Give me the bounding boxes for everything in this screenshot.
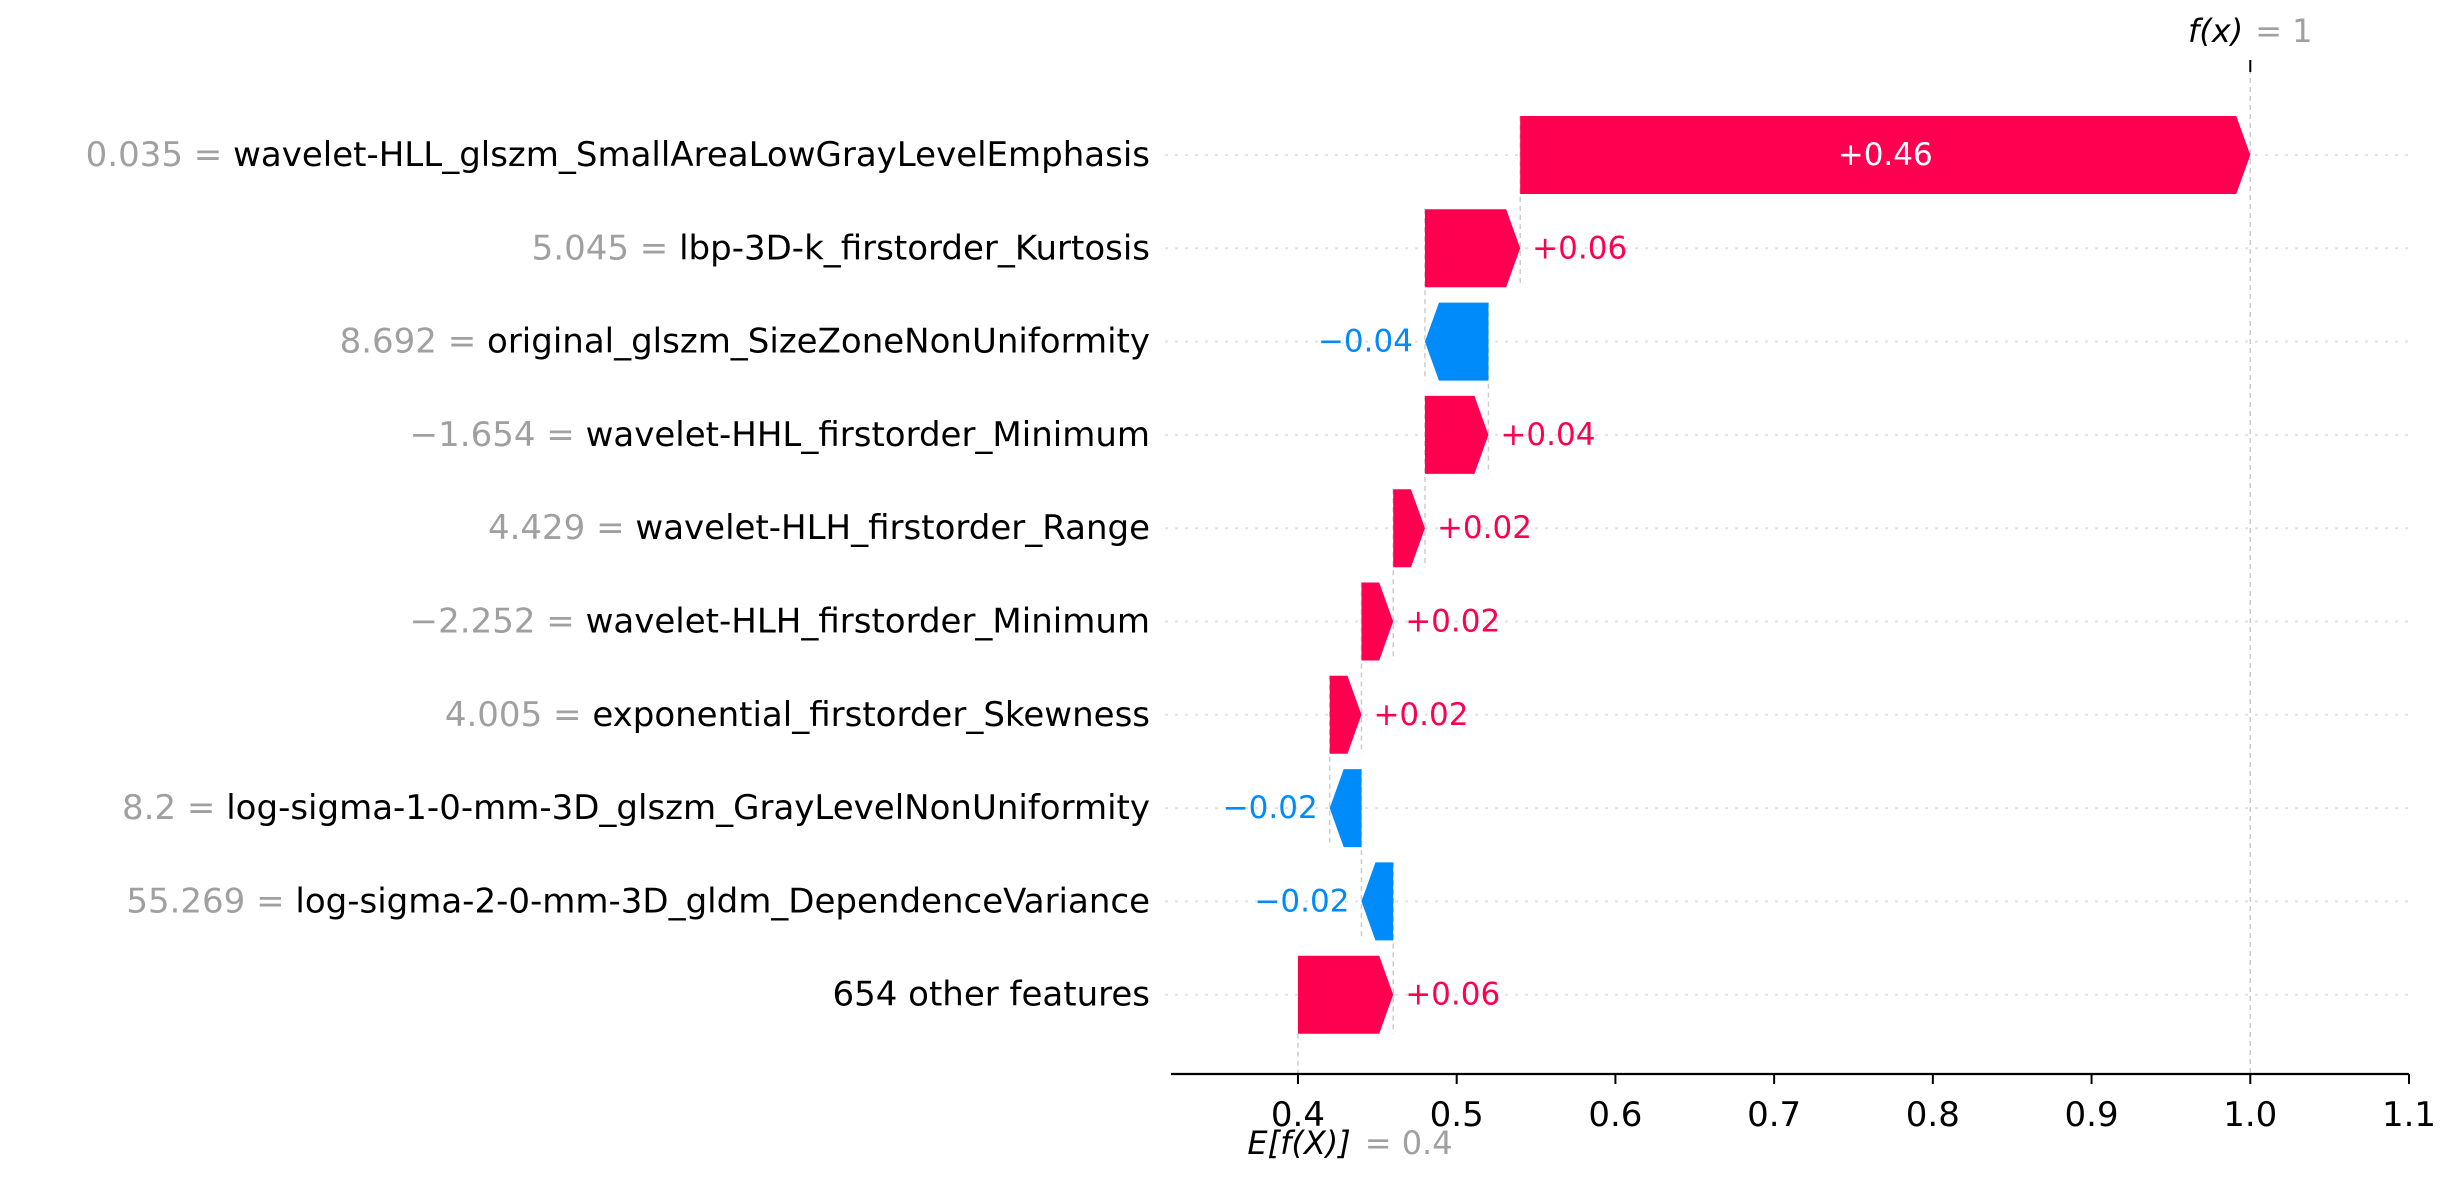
- contribution-label: +0.02: [1373, 697, 1468, 733]
- feature-value: 8.692 =: [340, 322, 487, 362]
- row-gridlines: [1165, 154, 2409, 996]
- feature-name: 654 other features: [832, 975, 1150, 1015]
- feature-value: 4.005 =: [445, 695, 592, 735]
- feature-name: exponential_firstorder_Skewness: [592, 695, 1150, 735]
- contribution-bar: [1393, 489, 1425, 568]
- contribution-bar: [1361, 582, 1394, 661]
- x-tick-label: 0.4: [1271, 1095, 1325, 1135]
- feature-name: wavelet-HLL_glszm_SmallAreaLowGrayLevelE…: [233, 135, 1150, 175]
- feature-value: −1.654 =: [410, 415, 586, 455]
- feature-value: 55.269 =: [126, 881, 295, 921]
- contribution-label: −0.02: [1254, 883, 1349, 919]
- feature-name: lbp-3D-k_firstorder_Kurtosis: [679, 228, 1150, 268]
- feature-label: 0.035 = wavelet-HLL_glszm_SmallAreaLowGr…: [86, 135, 1150, 175]
- feature-name: wavelet-HLH_firstorder_Minimum: [586, 602, 1150, 642]
- feature-label: −2.252 = wavelet-HLH_firstorder_Minimum: [410, 602, 1150, 642]
- feature-label: 4.005 = exponential_firstorder_Skewness: [445, 695, 1150, 735]
- contribution-bar: [1424, 209, 1521, 288]
- contribution-label: +0.06: [1532, 230, 1627, 266]
- contribution-label: −0.04: [1318, 324, 1413, 360]
- feature-value: 4.429 =: [488, 508, 635, 548]
- contribution-label: +0.02: [1437, 510, 1532, 546]
- feature-label: −1.654 = wavelet-HHL_firstorder_Minimum: [410, 415, 1150, 455]
- feature-name: wavelet-HHL_firstorder_Minimum: [586, 415, 1150, 455]
- contribution-bar: [1297, 955, 1394, 1034]
- x-tick-label: 1.1: [2382, 1095, 2436, 1135]
- feature-labels: 0.035 = wavelet-HLL_glszm_SmallAreaLowGr…: [86, 135, 1150, 1015]
- x-tick-label: 0.9: [2065, 1095, 2119, 1135]
- contribution-bars: [1297, 116, 2251, 1034]
- fx-value: = 1: [2255, 12, 2312, 50]
- fx-annotation: f(x) = 1: [2188, 12, 2313, 50]
- feature-value: 8.2 =: [122, 788, 226, 828]
- expected-value: = 0.4: [1365, 1124, 1453, 1162]
- value-annotations: +0.46 +0.06 −0.04 +0.04 +0.02 +0.02 +0.02 −0.02…: [1223, 12, 2313, 1162]
- fx-label: f(x): [2188, 12, 2243, 50]
- contribution-label: +0.46: [1838, 137, 1933, 173]
- x-axis: 0.4 0.5 0.6 0.7 0.8 0.9 1.0 1.1: [1171, 1072, 2436, 1135]
- feature-value: 0.035 =: [86, 135, 233, 175]
- x-tick-label: 1.0: [2223, 1095, 2277, 1135]
- x-tick-label: 0.8: [1906, 1095, 1960, 1135]
- x-tick-label: 0.7: [1747, 1095, 1801, 1135]
- feature-name: log-sigma-2-0-mm-3D_gldm_DependenceVaria…: [295, 881, 1150, 921]
- feature-value: 5.045 =: [532, 228, 679, 268]
- contribution-bar: [1520, 116, 2251, 194]
- feature-label: 5.045 = lbp-3D-k_firstorder_Kurtosis: [532, 228, 1150, 268]
- contribution-bar: [1329, 675, 1362, 754]
- feature-name: original_glszm_SizeZoneNonUniformity: [487, 322, 1150, 362]
- contribution-bar: [1329, 769, 1362, 848]
- feature-value: −2.252 =: [410, 602, 586, 642]
- x-tick-label: 0.6: [1588, 1095, 1642, 1135]
- contribution-label: −0.02: [1223, 790, 1318, 826]
- x-tick-label: 0.5: [1430, 1095, 1484, 1135]
- feature-label: 8.692 = original_glszm_SizeZoneNonUnifor…: [340, 322, 1150, 362]
- feature-label: 8.2 = log-sigma-1-0-mm-3D_glszm_GrayLeve…: [122, 788, 1150, 828]
- contribution-bar: [1361, 862, 1394, 941]
- contribution-bar: [1424, 395, 1489, 474]
- feature-label: 55.269 = log-sigma-2-0-mm-3D_gldm_Depend…: [126, 881, 1150, 921]
- contribution-bar: [1424, 302, 1489, 381]
- contribution-label: +0.04: [1500, 417, 1595, 453]
- feature-name: wavelet-HLH_firstorder_Range: [635, 508, 1150, 548]
- expected-value-annotation: E[f(X)] = 0.4: [1247, 1124, 1452, 1162]
- feature-name: log-sigma-1-0-mm-3D_glszm_GrayLevelNonUn…: [226, 788, 1150, 828]
- contribution-label: +0.06: [1405, 977, 1500, 1013]
- feature-label: 654 other features: [832, 975, 1150, 1015]
- contribution-label: +0.02: [1405, 604, 1500, 640]
- expected-label: E[f(X)]: [1247, 1124, 1350, 1162]
- feature-label: 4.429 = wavelet-HLH_firstorder_Range: [488, 508, 1150, 548]
